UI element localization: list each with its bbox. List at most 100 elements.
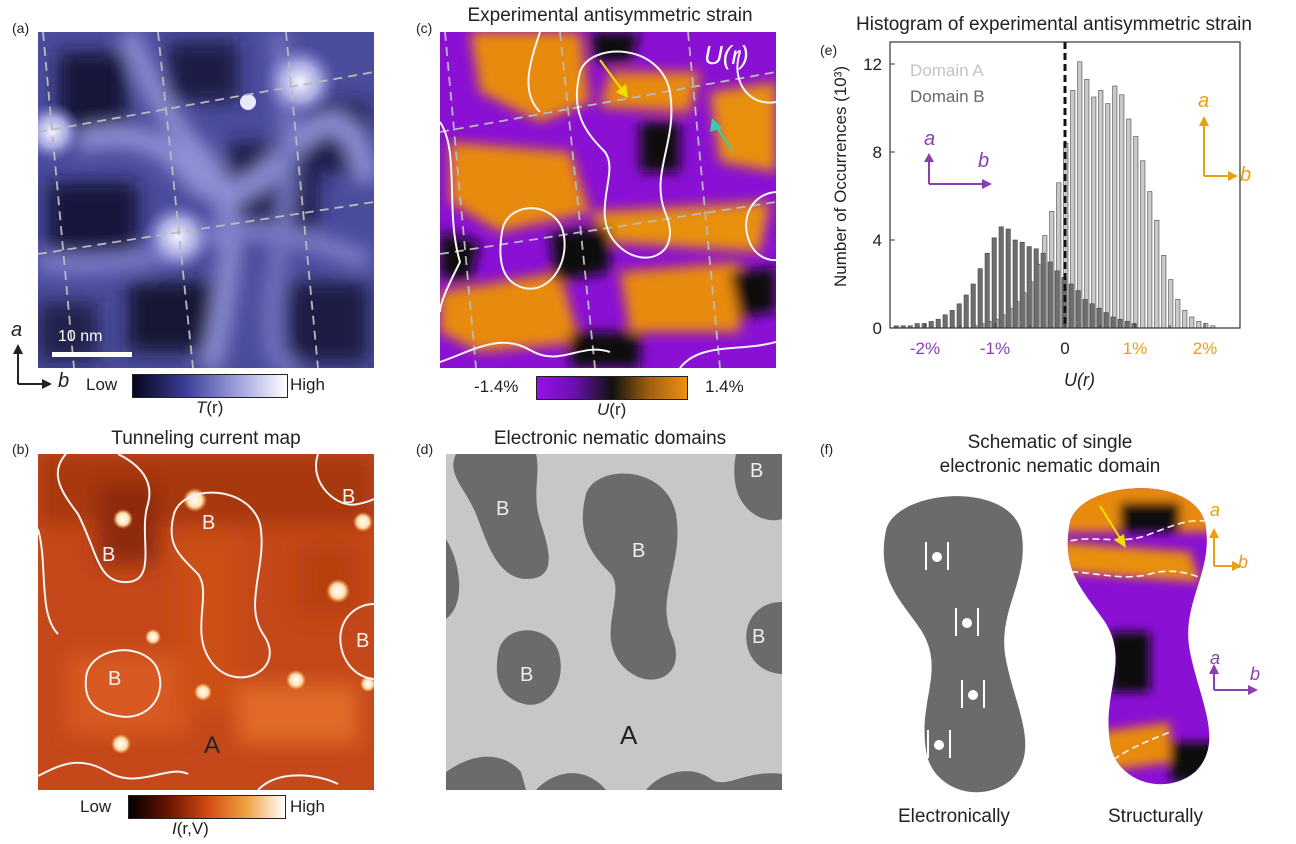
x-tick-label: -2%	[910, 339, 940, 358]
hist-bar-domain-b	[1117, 318, 1123, 329]
hist-bar-domain-b	[1054, 270, 1060, 329]
hist-bar-domain-a	[1182, 310, 1188, 329]
hist-bar-domain-a	[1189, 316, 1195, 329]
hist-bar-domain-b	[1124, 321, 1130, 329]
y-tick-label: 12	[863, 55, 882, 74]
panel-c-label: (c)	[416, 20, 433, 36]
hist-bar-domain-a	[1098, 90, 1104, 329]
domain-d-b2: B	[632, 540, 646, 562]
domain-d-b1: B	[496, 498, 510, 520]
hist-bar-domain-b	[921, 323, 927, 329]
hist-bar-domain-b	[963, 294, 969, 329]
hist-bar-domain-b	[935, 318, 941, 329]
tunneling-current-map: B B B B B A	[38, 454, 374, 790]
hist-bar-domain-b	[1040, 252, 1046, 329]
domain-label-a: A	[204, 732, 221, 759]
caption-electronically: Electronically	[898, 806, 1010, 827]
colorbar-c-var: U	[597, 400, 610, 419]
hist-bar-domain-b	[984, 252, 990, 329]
hist-bar-domain-a	[1112, 85, 1118, 329]
f-orange-axis-b: b	[1238, 552, 1249, 572]
panel-f-title-line1: Schematic of single	[967, 432, 1133, 453]
domain-label-b2: B	[202, 512, 216, 534]
panel-e-label: (e)	[820, 42, 838, 58]
topography-map: 10 nm	[38, 32, 374, 368]
purple-axis-b: b	[978, 150, 990, 172]
hist-bar-domain-a	[1175, 299, 1181, 329]
colorbar-c	[536, 376, 688, 400]
hist-bar-domain-a	[1161, 255, 1167, 329]
panel-e-title: Histogram of experimental antisymmetric …	[856, 14, 1252, 35]
strain-map: U(r)	[440, 32, 776, 368]
strain-corner-label: U(r)	[704, 40, 749, 70]
hist-bar-domain-b	[1082, 299, 1088, 329]
domain-label-b5: B	[108, 668, 122, 690]
colorbar-b-var: I	[172, 819, 177, 838]
hist-bar-domain-a	[1084, 79, 1090, 329]
f-purple-axis-a: a	[1210, 648, 1221, 668]
domain-label-b3: B	[342, 486, 356, 508]
panel-b-title: Tunneling current map	[111, 428, 301, 449]
hist-bar-domain-b	[1103, 312, 1109, 329]
orange-lattice-axes-f-icon	[1209, 528, 1242, 571]
purple-axis-a: a	[924, 128, 936, 150]
hist-bar-domain-b	[991, 237, 997, 329]
orange-axis-a: a	[1198, 90, 1210, 112]
colorbar-a-arg: (r)	[206, 398, 224, 417]
domain-d-a: A	[620, 720, 638, 750]
x-tick-label: -1%	[980, 339, 1010, 358]
hist-bar-domain-a	[1077, 61, 1083, 329]
hist-bar-domain-b	[1089, 303, 1095, 329]
colorbar-a-low: Low	[86, 375, 118, 394]
structural-domain-schematic	[1067, 488, 1210, 785]
panel-b-label: (b)	[12, 441, 30, 457]
hist-bar-domain-a	[1147, 191, 1153, 329]
scalebar-label: 10 nm	[58, 328, 103, 345]
y-tick-label: 0	[873, 319, 882, 338]
hist-bar-domain-a	[1154, 219, 1160, 329]
axis-b-label: b	[58, 370, 70, 392]
colorbar-a-high: High	[290, 375, 325, 394]
hist-bar-domain-b	[949, 310, 955, 329]
hist-bar-domain-a	[1091, 96, 1097, 329]
colorbar-b	[128, 795, 286, 819]
hist-bar-domain-b	[1012, 239, 1018, 329]
colorbar-c-max: 1.4%	[705, 377, 744, 396]
x-tick-label: 1%	[1123, 339, 1148, 358]
hist-bar-domain-b	[928, 321, 934, 329]
colorbar-a-var: T	[196, 398, 207, 417]
colorbar-b-high: High	[290, 797, 325, 816]
hist-bar-domain-b	[1096, 307, 1102, 329]
panel-a-label: (a)	[12, 20, 30, 36]
hist-bar-domain-b	[1047, 261, 1053, 329]
caption-structurally: Structurally	[1108, 806, 1204, 827]
hist-bar-domain-a	[1105, 103, 1111, 329]
hist-bar-domain-b	[1131, 323, 1137, 329]
hist-bar-domain-b	[970, 283, 976, 329]
hist-bar-domain-b	[977, 268, 983, 329]
panel-c-title: Experimental antisymmetric strain	[467, 5, 753, 26]
hist-bar-domain-b	[1026, 246, 1032, 329]
colorbar-b-low: Low	[80, 797, 112, 816]
legend-domain-a: Domain A	[910, 61, 984, 80]
x-tick-label: 2%	[1193, 339, 1218, 358]
colorbar-a-label: T(r)	[196, 398, 223, 418]
colorbar-c-min: -1.4%	[474, 377, 519, 396]
hist-bar-domain-b	[1075, 290, 1081, 329]
hist-bar-domain-b	[1005, 228, 1011, 329]
nematic-domain-map: B B B B B A	[446, 454, 782, 790]
panel-d-label: (d)	[416, 441, 434, 457]
colorbar-a	[132, 374, 288, 398]
colorbar-b-arg: (r,V)	[176, 819, 209, 838]
axis-a-label: a	[11, 319, 23, 341]
hist-bar-domain-b	[998, 226, 1004, 329]
hist-bar-domain-a	[1133, 136, 1139, 329]
colorbar-c-arg: (r)	[609, 400, 627, 419]
panel-f-title-line2: electronic nematic domain	[939, 456, 1161, 477]
domain-d-b3: B	[750, 460, 764, 482]
hist-bar-domain-b	[914, 323, 920, 329]
colorbar-b-label: I(r,V)	[172, 819, 209, 839]
orange-lattice-axes-icon	[1199, 116, 1238, 181]
domain-label-b4: B	[356, 630, 370, 652]
panel-f-label: (f)	[820, 441, 834, 457]
